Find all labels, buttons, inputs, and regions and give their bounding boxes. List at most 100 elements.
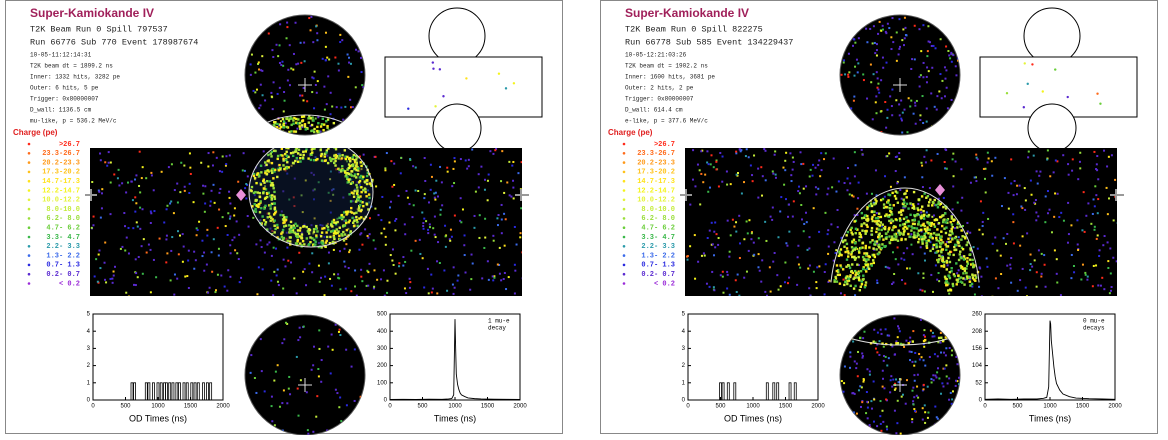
ring-hit — [855, 232, 857, 234]
pmt-hit — [750, 164, 752, 166]
ring-hit — [364, 188, 366, 190]
ring-hit — [938, 240, 940, 242]
ring-hit — [922, 210, 924, 212]
ring-hit — [865, 252, 867, 254]
pmt-hit — [120, 248, 122, 250]
pmt-hit — [260, 104, 262, 106]
legend-label: 20.2-23.3 — [637, 159, 675, 167]
ring-hit — [269, 207, 271, 209]
pmt-hit — [901, 131, 903, 133]
pmt-hit — [876, 87, 878, 89]
ring-hit — [311, 124, 313, 126]
ring-hit — [873, 214, 875, 216]
ring-hit — [912, 203, 914, 205]
pmt-hit — [435, 180, 437, 182]
ring-hit — [929, 236, 931, 238]
pmt-hit — [286, 37, 288, 39]
pmt-hit — [437, 241, 439, 243]
pmt-hit — [709, 187, 711, 189]
pmt-hit — [307, 433, 309, 435]
pmt-hit — [150, 210, 152, 212]
pmt-hit — [288, 388, 290, 390]
pmt-hit — [1107, 267, 1109, 269]
pmt-hit — [854, 151, 856, 153]
pmt-hit — [895, 156, 897, 158]
ring-hit — [925, 197, 927, 199]
ring-hit — [255, 199, 257, 201]
pmt-hit — [318, 329, 320, 331]
ring-hit — [937, 206, 939, 208]
pmt-hit — [854, 294, 856, 296]
pmt-hit — [512, 180, 514, 182]
pmt-hit — [165, 261, 167, 263]
ring-hit — [290, 236, 292, 238]
pmt-hit — [785, 152, 787, 154]
pmt-hit — [923, 359, 925, 361]
pmt-hit — [226, 290, 228, 292]
y-tick-label: 208 — [972, 329, 983, 335]
pmt-hit — [423, 228, 425, 230]
ring-hit — [946, 268, 948, 270]
ring-hit — [321, 159, 323, 161]
pmt-hit — [404, 287, 406, 289]
ring-hit — [312, 119, 314, 121]
pmt-hit — [125, 292, 127, 294]
pmt-hit — [355, 86, 357, 88]
pmt-hit — [1109, 247, 1111, 249]
pmt-hit — [1110, 290, 1112, 292]
ring-hit — [333, 236, 335, 238]
pmt-hit — [236, 220, 238, 222]
pmt-hit — [956, 272, 958, 274]
pmt-hit — [743, 181, 745, 183]
pmt-hit — [1056, 282, 1058, 284]
ring-hit — [876, 222, 878, 224]
ring-hit — [917, 209, 919, 211]
ring-hit — [888, 227, 890, 229]
ring-hit — [860, 247, 862, 249]
pmt-hit — [911, 351, 913, 353]
pmt-hit — [780, 285, 782, 287]
pmt-hit — [853, 75, 855, 77]
legend-label: 12.2-14.7 — [42, 187, 80, 195]
pmt-hit — [128, 227, 130, 229]
ring-hit — [268, 212, 270, 214]
ring-hit — [900, 213, 902, 215]
pmt-hit — [846, 189, 848, 191]
pmt-hit — [306, 100, 308, 102]
pmt-hit — [519, 236, 521, 238]
pmt-hit — [478, 173, 480, 175]
pmt-hit — [1010, 257, 1012, 259]
pmt-hit — [1049, 175, 1051, 177]
pmt-hit — [1100, 285, 1102, 287]
pmt-hit — [1049, 209, 1051, 211]
pmt-hit — [949, 57, 951, 59]
pmt-hit — [879, 340, 881, 342]
pmt-hit — [412, 165, 414, 167]
pmt-hit — [1033, 202, 1035, 204]
pmt-hit — [1000, 273, 1002, 275]
legend-swatch — [28, 171, 31, 174]
ring-hit — [347, 179, 349, 181]
legend-label: 12.2-14.7 — [637, 187, 675, 195]
pmt-hit — [831, 186, 833, 188]
pmt-hit — [694, 234, 696, 236]
pmt-hit — [924, 422, 926, 424]
pmt-hit — [409, 287, 411, 289]
pmt-hit — [514, 270, 516, 272]
pmt-hit — [104, 161, 106, 163]
pmt-hit — [333, 273, 335, 275]
pmt-hit — [726, 170, 728, 172]
legend-label: 14.7-17.3 — [42, 178, 80, 186]
pmt-hit — [1096, 163, 1098, 165]
ring-hit — [285, 159, 287, 161]
pmt-hit — [748, 156, 750, 158]
ring-hit — [843, 246, 845, 248]
ring-hit — [341, 165, 343, 167]
pmt-hit — [906, 247, 908, 249]
pmt-hit — [911, 421, 913, 423]
pmt-hit — [315, 416, 317, 418]
pmt-hit — [847, 76, 849, 78]
pmt-hit — [380, 219, 382, 221]
pmt-hit — [1097, 234, 1099, 236]
ring-hit — [271, 172, 273, 174]
